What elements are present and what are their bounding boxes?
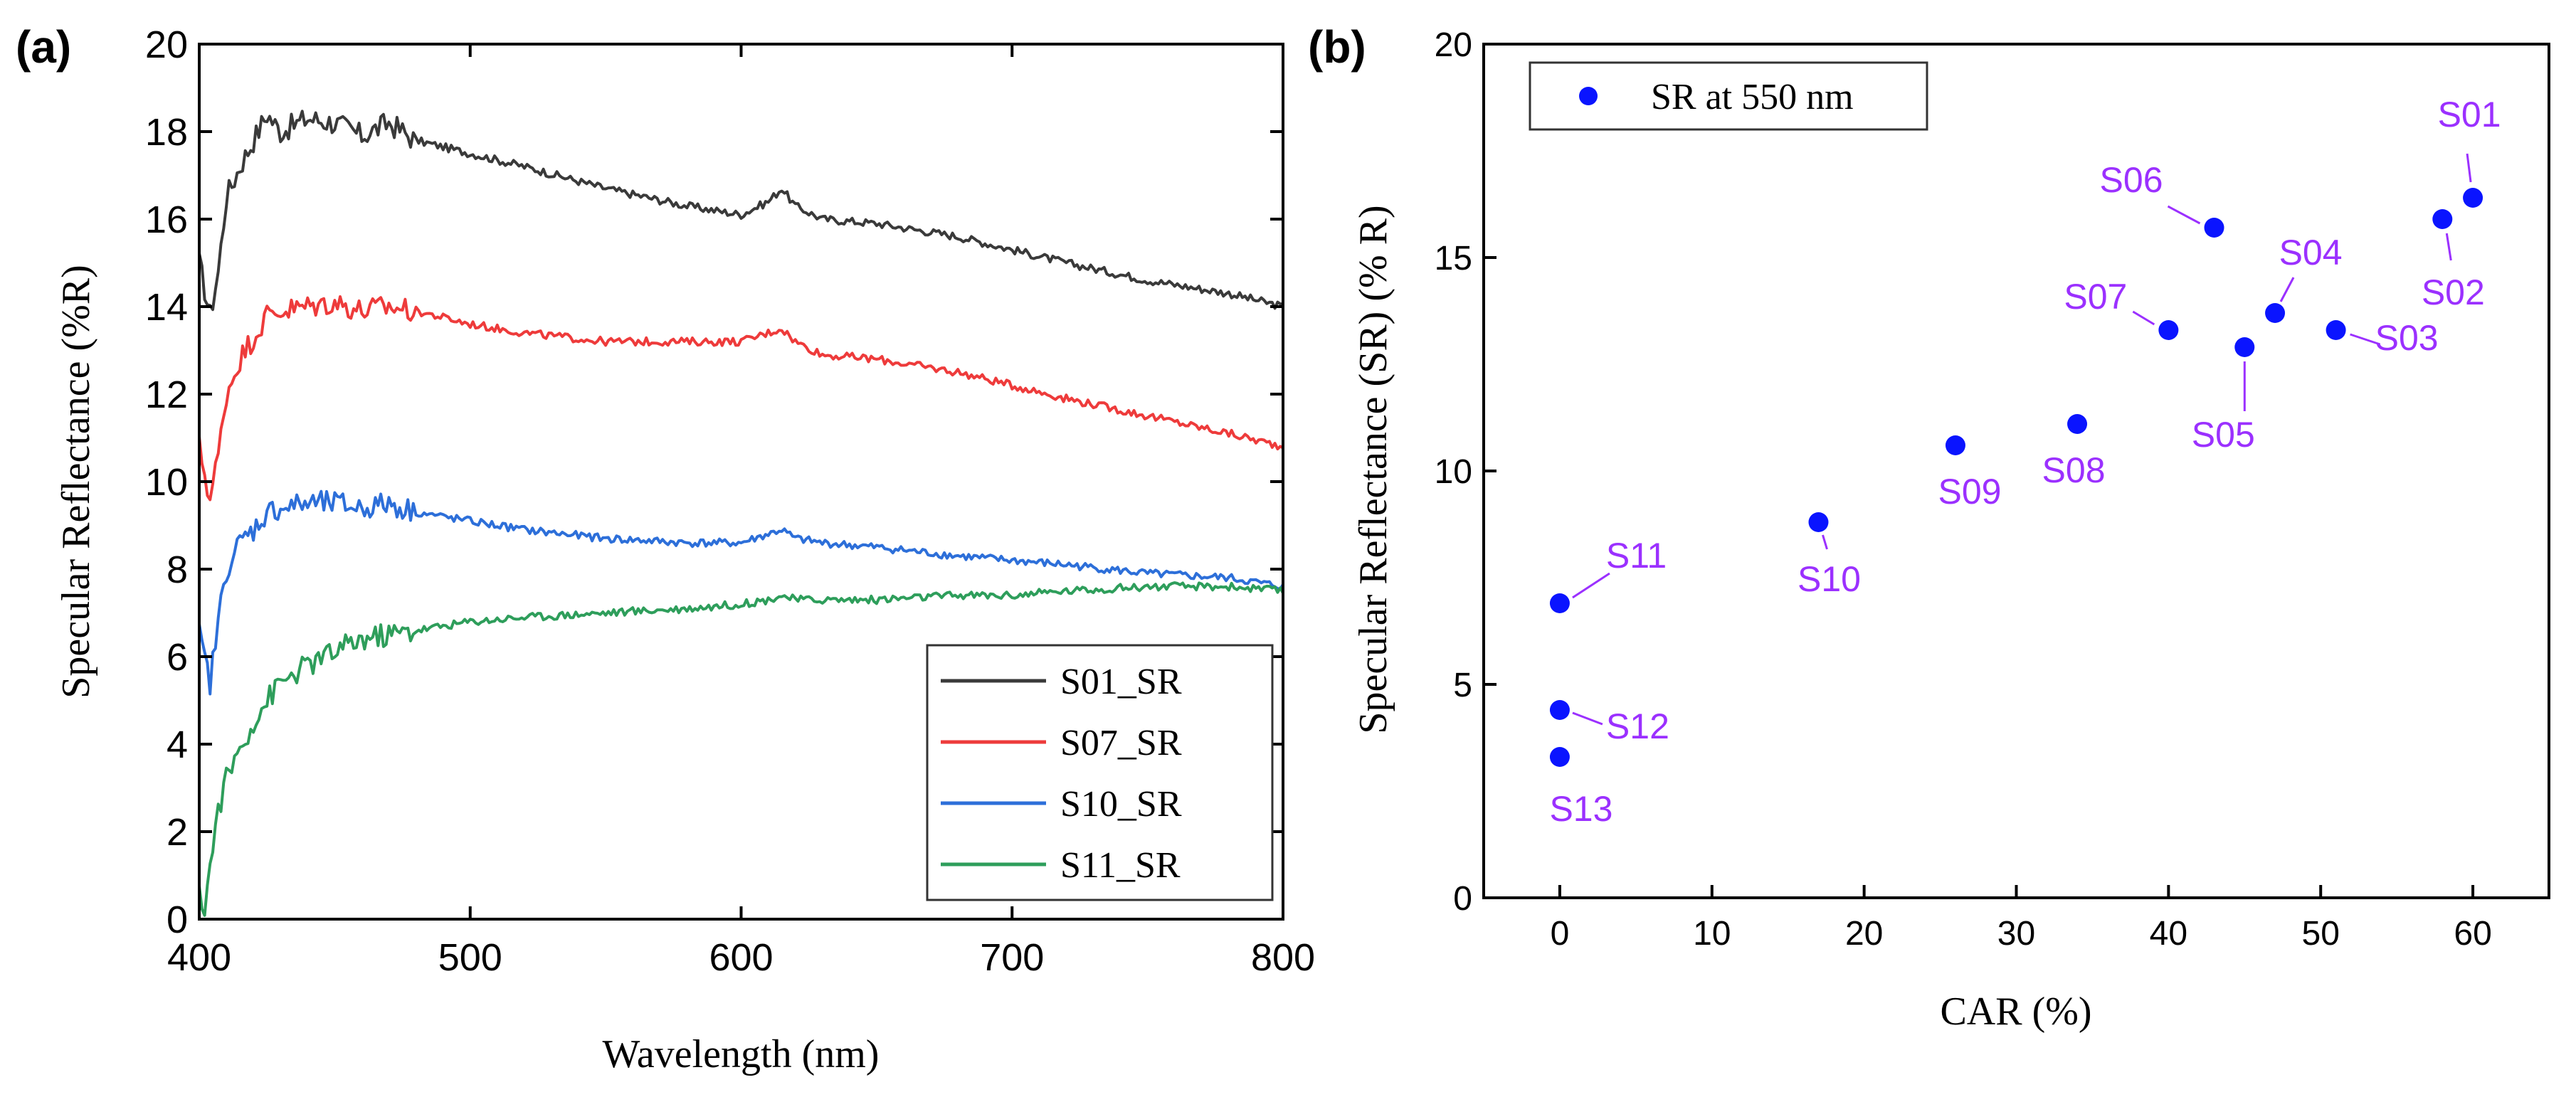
point-marker-s02 xyxy=(2432,209,2453,229)
point-marker-s09 xyxy=(1945,435,1965,455)
point-marker-s06 xyxy=(2204,218,2224,238)
panel-a-xtick-label: 600 xyxy=(709,936,773,979)
panel-a-series-group xyxy=(198,110,1284,917)
panel-a-x-axis: 400 500 600 700 800 xyxy=(167,44,1315,979)
point-marker-s01 xyxy=(2463,188,2483,208)
panel-a-label: (a) xyxy=(16,21,71,73)
panel-b-xtick-label: 30 xyxy=(1997,915,2035,953)
panel-a-legend: S01_SR S07_SR S10_SR S11_SR xyxy=(926,644,1274,901)
point-marker-s13 xyxy=(1549,747,1570,767)
panel-b-ytick-label: 15 xyxy=(1435,240,1472,277)
legend-label-s11: S11_SR xyxy=(1060,845,1181,886)
point-marker-s11 xyxy=(1549,593,1570,613)
panel-b-xtick-label: 40 xyxy=(2150,915,2187,953)
point-leader-s10 xyxy=(1822,534,1828,550)
panel-b-points-group: S01 S02 S03 S04 S05 S06 S07 S08 S09 S10 S11 S12 S13 xyxy=(1549,95,2501,829)
legend-label-sr-550: SR at 550 nm xyxy=(1651,77,1854,117)
point-marker-s05 xyxy=(2234,337,2255,357)
panel-a-ytick-label: 8 xyxy=(167,548,188,591)
panel-a-ytick-label: 20 xyxy=(145,23,188,66)
panel-a-ytick-label: 18 xyxy=(145,111,188,154)
panel-b-ytick-label: 10 xyxy=(1435,453,1472,491)
point-label-s12: S12 xyxy=(1606,706,1669,746)
panel-a-legend-box xyxy=(926,644,1274,901)
point-label-s05: S05 xyxy=(2192,415,2255,455)
point-leader-s06 xyxy=(2167,205,2201,225)
panel-a-ytick-label: 0 xyxy=(167,899,188,941)
point-label-s02: S02 xyxy=(2422,272,2485,312)
panel-b-y-axis-label: Specular Reflectance (SR) (% R) xyxy=(1351,205,1395,733)
legend-label-s07: S07_SR xyxy=(1060,723,1182,763)
legend-label-s01: S01_SR xyxy=(1060,662,1182,702)
panel-b-ytick-label: 20 xyxy=(1435,26,1472,64)
point-label-s03: S03 xyxy=(2375,318,2439,358)
panel-b-plot-frame xyxy=(1482,43,2550,899)
point-label-s01: S01 xyxy=(2438,95,2501,134)
point-leader-s07 xyxy=(2132,310,2155,326)
panel-a-y-axis: 0 2 4 6 8 10 12 14 16 18 20 xyxy=(145,23,1283,941)
series-line-s01-sr xyxy=(198,110,1284,312)
point-label-s10: S10 xyxy=(1798,559,1861,599)
panel-a-x-axis-label: Wavelength (nm) xyxy=(603,1032,880,1076)
point-leader-s02 xyxy=(2445,233,2452,261)
panel-b-ytick-label: 0 xyxy=(1453,880,1472,918)
point-label-s11: S11 xyxy=(1606,536,1667,576)
panel-a-ytick-label: 6 xyxy=(167,636,188,679)
point-leader-s01 xyxy=(2466,153,2472,183)
point-marker-s07 xyxy=(2158,320,2179,340)
point-leader-s03 xyxy=(2350,333,2381,346)
panel-a-ytick-label: 10 xyxy=(145,461,188,504)
panel-b-scatter-chart: (b) 0 5 10 15 20 0 10 20 30 40 50 60 CAR (%) Specu… xyxy=(1308,21,2550,1034)
panel-a-ytick-label: 12 xyxy=(145,373,188,416)
panel-b-ytick-label: 5 xyxy=(1453,667,1472,704)
point-marker-s12 xyxy=(1549,700,1570,720)
point-leader-s12 xyxy=(1572,711,1603,726)
point-label-s13: S13 xyxy=(1549,789,1612,829)
panel-a-ytick-label: 2 xyxy=(167,811,188,854)
panel-a-xtick-label: 700 xyxy=(980,936,1044,979)
panel-b-x-axis: 0 10 20 30 40 50 60 xyxy=(1551,885,2492,953)
panel-a-xtick-label: 500 xyxy=(438,936,502,979)
point-label-s08: S08 xyxy=(2042,450,2106,490)
series-line-s10-sr xyxy=(198,489,1284,696)
panel-a-ytick-label: 16 xyxy=(145,198,188,241)
panel-b-y-axis: 0 5 10 15 20 xyxy=(1435,26,1496,918)
point-leader-s04 xyxy=(2279,277,2295,302)
panel-b-xtick-label: 20 xyxy=(1845,915,1883,953)
panel-a-ytick-label: 14 xyxy=(145,286,188,329)
panel-a-xtick-label: 800 xyxy=(1251,936,1315,979)
point-marker-s08 xyxy=(2067,414,2088,434)
point-label-s06: S06 xyxy=(2100,160,2163,200)
panel-b-xtick-label: 60 xyxy=(2454,915,2491,953)
panel-b-legend: SR at 550 nm xyxy=(1529,61,1928,131)
panel-a-y-axis-label: Specular Reflectance (%R) xyxy=(54,265,98,698)
point-label-s09: S09 xyxy=(1938,472,2001,512)
point-marker-s03 xyxy=(2326,320,2346,340)
panel-b-x-axis-label: CAR (%) xyxy=(1940,990,2091,1034)
panel-b-xtick-label: 10 xyxy=(1693,915,1731,953)
panel-b-xtick-label: 0 xyxy=(1551,915,1570,953)
point-label-s04: S04 xyxy=(2279,233,2343,272)
panel-a-ytick-label: 4 xyxy=(167,724,188,766)
point-leader-s11 xyxy=(1572,572,1610,599)
panel-b-xtick-label: 50 xyxy=(2302,915,2340,953)
legend-marker-sr-550 xyxy=(1579,87,1598,105)
panel-a-line-chart: (a) 0 2 4 6 8 10 12 14 16 18 20 400 500 600 700 800 Wa… xyxy=(16,21,1315,1076)
legend-label-s10: S10_SR xyxy=(1060,784,1182,825)
point-marker-s04 xyxy=(2265,303,2286,323)
panel-a-xtick-label: 400 xyxy=(167,936,231,979)
point-marker-s10 xyxy=(1808,512,1829,532)
point-label-s07: S07 xyxy=(2064,277,2127,317)
series-line-s07-sr xyxy=(198,295,1284,502)
panel-b-label: (b) xyxy=(1308,21,1366,73)
series-line-s11-sr xyxy=(198,581,1284,917)
